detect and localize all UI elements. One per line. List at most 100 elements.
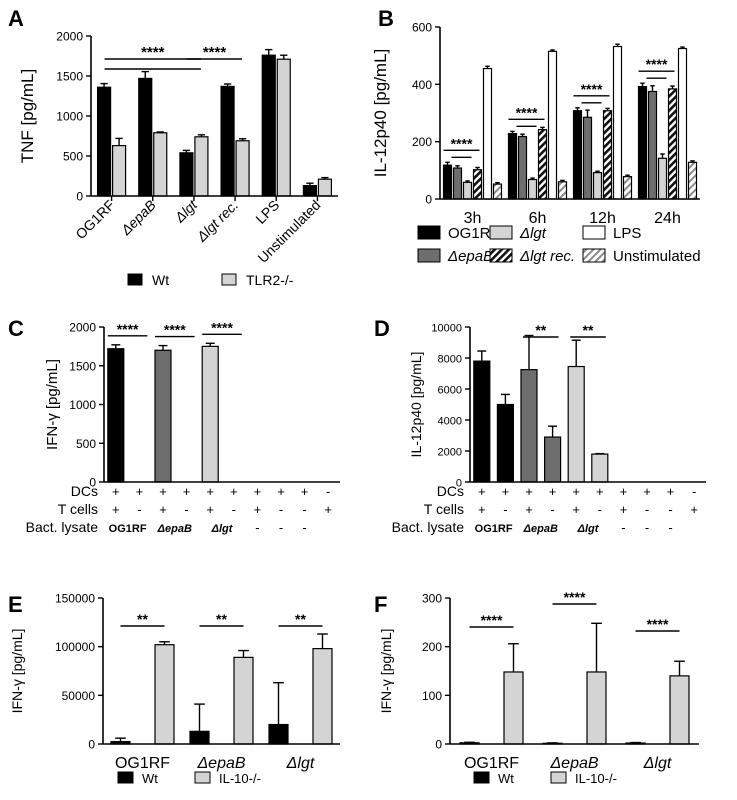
y-axis-label: IFN-γ [pg/mL] [44,359,61,450]
lysate-label: - [621,520,625,535]
condition-symbol: + [478,484,486,499]
bar-tlr2 [235,140,250,197]
bar-tlr2 [111,145,127,197]
bar-2 [592,172,603,200]
bar-0 [637,86,648,200]
row-label: T cells [58,501,98,517]
y-tick-label: 200 [422,640,442,654]
condition-symbol: - [503,502,507,517]
legend-label: IL-10-/- [575,771,617,786]
y-axis-label: IL-12p40 [pg/mL] [371,49,390,178]
bar-tlr2 [194,136,209,197]
condition-symbol: + [301,484,309,499]
bar-2 [462,181,473,200]
bar-2 [527,178,538,200]
condition-symbol: - [279,502,283,517]
lysate-label: - [279,520,283,535]
significance-label: **** [481,612,503,628]
legend-label: IL-10-/- [219,771,261,786]
condition-symbol: + [206,502,214,517]
y-tick-label: 500 [63,150,83,164]
legend-label: Wt [142,771,158,786]
x-tick-label: 12h [589,210,616,227]
legend-label: Wt [152,272,169,288]
lysate-label: Δlgt [211,523,234,535]
y-tick-label: 200 [412,135,432,149]
condition-symbol: + [206,484,214,499]
legend-label: ΔepaB [447,248,493,265]
y-axis-label: IFN-γ [pg/mL] [378,629,394,714]
condition-symbol: - [668,502,672,517]
row-label: DCs [437,483,464,499]
condition-symbol: + [572,484,580,499]
bar [473,360,491,483]
condition-symbol: + [572,502,580,517]
bar-5 [492,183,503,200]
condition-symbol: - [232,502,236,517]
significance-label: **** [141,44,165,61]
bar-wt [96,86,112,197]
significance-label: ** [535,322,546,338]
bar [567,365,585,483]
bar-4 [612,45,623,200]
row-label: DCs [71,483,98,499]
significance-label: ** [295,611,306,627]
lysate-label: OG1RF [475,523,513,535]
panel-c: C 0 500 1000 1500 2000 IFN-γ [pg/mL] DCs T cells… [8,316,340,535]
y-tick-label: 0 [76,190,83,204]
condition-symbol: + [159,502,167,517]
bar-il10 [312,648,333,745]
legend-label: Δlgt [519,225,547,242]
legend-label: OG1RF [448,225,500,242]
bar-wt [138,77,153,197]
condition-symbol: + [183,484,191,499]
x-tick-label: Δlgt [286,755,315,772]
legend-label: TLR2-/- [246,272,294,288]
panel-f: F 0 100 200 300 IFN-γ [pg/mL] OG1RF **** ΔepaB **… [374,589,699,786]
y-tick-label: 1000 [69,398,96,412]
significance-label: **** [203,44,227,61]
condition-symbol: + [254,502,262,517]
y-tick-label: 8000 [438,354,462,366]
y-tick-label: 500 [76,437,96,451]
lysate-label: ΔepaB [157,523,192,535]
significance-label: ** [583,322,594,338]
lysate-label: Δlgt [577,523,600,535]
y-tick-label: 600 [412,21,432,35]
legend-label: LPS [613,225,641,242]
bar-wt [189,730,210,745]
y-tick-label: 0 [89,476,96,490]
y-tick-label: 50000 [62,689,96,703]
legend-swatch-tlr2 [221,273,237,286]
panel-label: C [8,316,24,341]
bar-wt [220,85,235,197]
y-tick-label: 2000 [69,321,96,335]
condition-symbol: - [692,484,696,499]
y-tick-label: 150000 [55,592,95,606]
bar-wt [179,152,194,197]
bar-0 [507,133,518,200]
condition-symbol: + [643,484,651,499]
condition-symbol: - [184,502,188,517]
y-tick-label: 2000 [438,447,462,459]
x-tick-label: OG1RF [464,755,519,772]
bar-wt [261,54,276,197]
y-tick-label: 100000 [55,640,95,654]
bar-5 [557,181,568,200]
bar-wt [268,723,289,745]
panel-label: D [374,316,390,341]
legend-label: Unstimulated [613,248,701,265]
legend-swatch-wt [473,771,490,784]
y-tick-label: 1500 [56,70,83,84]
condition-symbol: + [136,484,144,499]
significance-label: **** [164,322,186,338]
condition-symbol: + [690,502,698,517]
bar-4 [677,47,688,200]
lysate-label: OG1RF [109,523,147,535]
bar-5 [687,161,698,200]
lysate-label: - [255,520,259,535]
y-tick-label: 4000 [438,416,462,428]
bar-il10 [669,675,690,745]
significance-label: **** [647,616,669,632]
significance-label: **** [211,319,233,335]
